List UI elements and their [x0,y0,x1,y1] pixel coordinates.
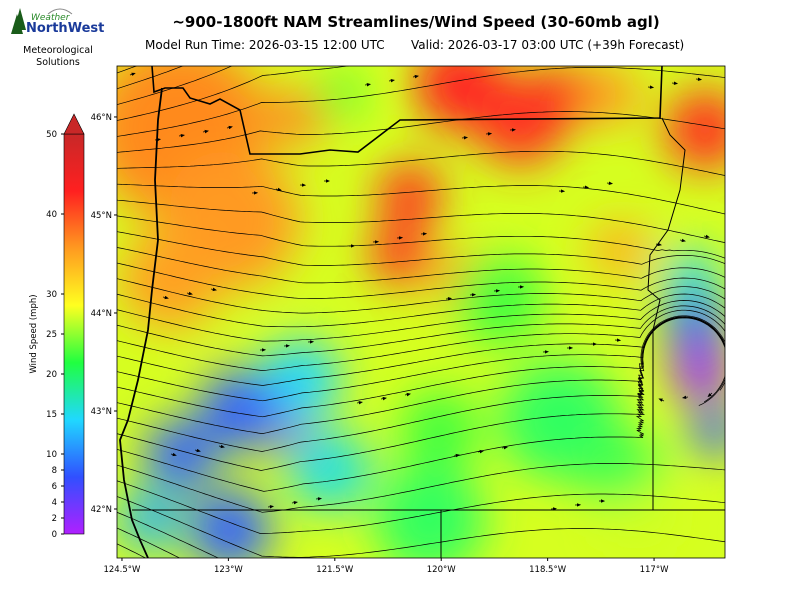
valid-time: Valid: 2026-03-17 03:00 UTC (+39h Foreca… [411,38,684,52]
colorbar-tick-label: 8 [52,466,57,476]
colorbar-scale [64,134,84,534]
colorbar-tick-label: 4 [52,498,57,508]
colorbar: Wind Speed (mph) 0 2 4 6 8 10 15 20 25 30 40 50 [29,114,84,540]
wind-patch [120,490,180,550]
x-tick-label: 121.5°W [316,565,354,575]
wind-patch [455,255,545,345]
logo: Weather NorthWest Meteorological Solutio… [11,8,104,68]
colorbar-tick-label: 25 [46,330,57,340]
x-tick-label: 124.5°W [103,565,141,575]
y-tick-label: 43°N [91,407,112,417]
run-time: Model Run Time: 2026-03-15 12:00 UTC [145,38,385,52]
colorbar-tick-label: 15 [46,410,57,420]
x-tick-label: 120°W [427,565,456,575]
colorbar-extend [64,114,84,134]
wind-patch [315,70,365,120]
colorbar-tick-label: 0 [52,530,57,540]
colorbar-tick-label: 20 [46,370,57,380]
wind-patch [690,405,740,455]
colorbar-tick-label: 30 [46,290,57,300]
y-tick-label: 42°N [91,505,112,515]
wind-patch [145,420,215,490]
wind-patch [580,65,640,125]
y-tick-label: 44°N [91,309,112,319]
logo-tagline: Meteorological [23,45,93,56]
title: ~900-1800ft NAM Streamlines/Wind Speed (… [172,13,659,31]
wind-patch [375,465,485,575]
wind-patch [665,90,745,170]
y-tick-label: 46°N [91,113,112,123]
colorbar-tick-label: 50 [46,130,57,140]
wind-patch [610,490,670,550]
x-tick-label: 117°W [640,565,669,575]
wind-field [90,40,745,575]
x-tick-label: 118.5°W [529,565,567,575]
colorbar-tick-label: 6 [52,482,57,492]
colorbar-label: Wind Speed (mph) [29,294,39,373]
colorbar-tick-label: 2 [52,514,57,524]
wind-patch [590,220,650,280]
streamline [110,59,114,60]
colorbar-tick-label: 40 [46,210,57,220]
x-tick-label: 123°W [214,565,243,575]
logo-line2: NorthWest [26,21,104,36]
wind-patch [665,250,715,300]
wind-patch [120,230,220,330]
colorbar-tick-label: 10 [46,450,57,460]
logo-tagline: Solutions [36,57,80,68]
y-tick-label: 45°N [91,211,112,221]
